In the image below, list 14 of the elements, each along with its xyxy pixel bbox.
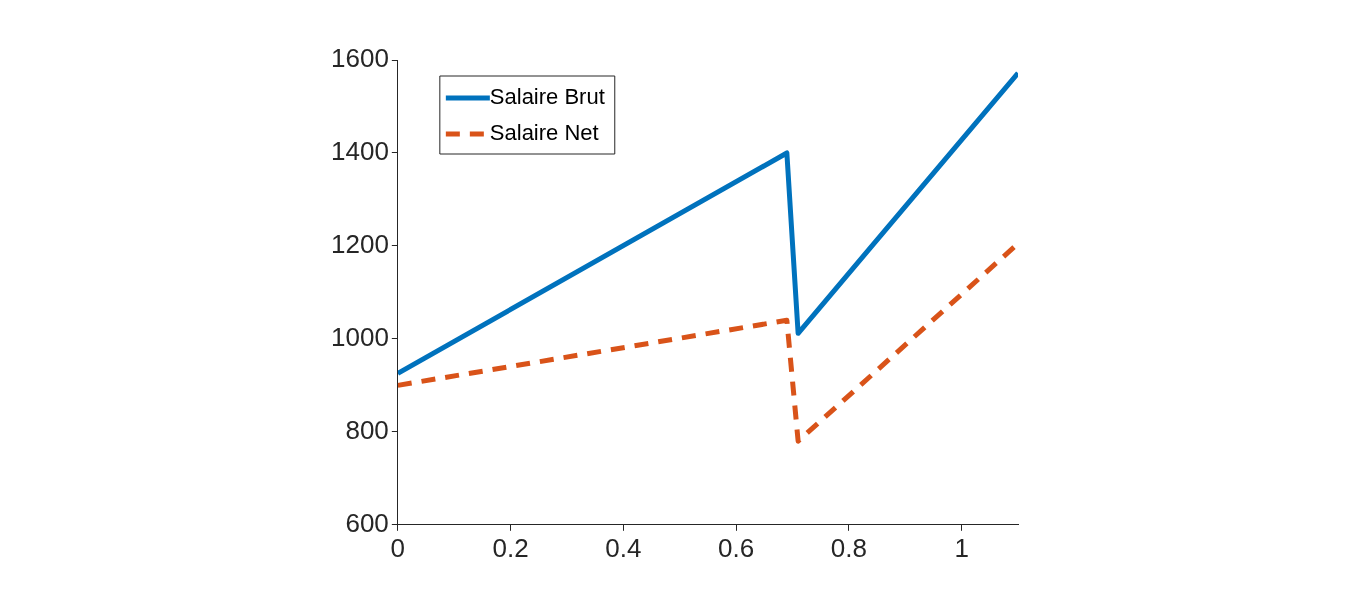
legend-label: Salaire Brut bbox=[489, 84, 605, 110]
y-tick-label: 1200 bbox=[331, 229, 389, 260]
y-tick-label: 1400 bbox=[331, 136, 389, 167]
x-tick-label: 0 bbox=[390, 532, 406, 563]
y-tick-label: 1600 bbox=[331, 43, 389, 74]
x-tick-label: 1 bbox=[954, 532, 969, 563]
x-tick-label: 0.6 bbox=[718, 532, 755, 563]
y-tick-label: 1000 bbox=[331, 322, 389, 353]
x-tick-label: 0.2 bbox=[492, 532, 529, 563]
y-tick-label: 800 bbox=[345, 415, 389, 446]
x-tick-label: 0.8 bbox=[830, 532, 867, 563]
x-tick-label: 0.4 bbox=[605, 532, 642, 563]
y-tick-label: 600 bbox=[345, 507, 389, 538]
legend-label: Salaire Net bbox=[489, 120, 599, 146]
